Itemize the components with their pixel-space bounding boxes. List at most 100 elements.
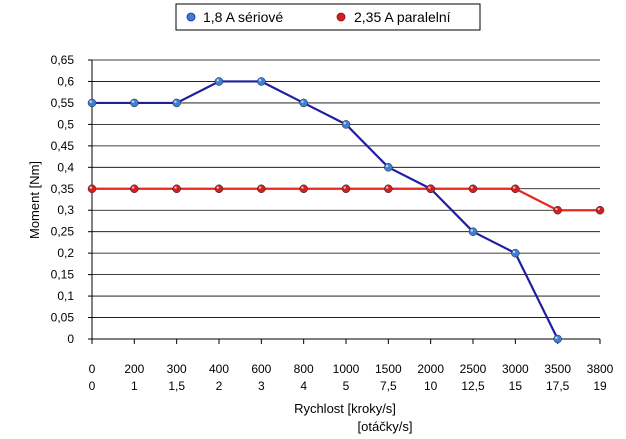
y-tick-label: 0,1 — [57, 289, 74, 303]
series-2-point-highlight — [301, 186, 304, 189]
x-tick-label-revs: 5 — [343, 379, 350, 393]
y-tick-label: 0,35 — [51, 182, 75, 196]
x-tick-label-revs: 1,5 — [168, 379, 185, 393]
x-tick-label-steps: 3000 — [502, 362, 529, 376]
series-2-point — [257, 184, 266, 194]
y-tick-label: 0,05 — [51, 311, 75, 325]
x-tick-labels: 0020013001,54002600380041000515007,52000… — [89, 339, 614, 393]
series-2-point-highlight — [512, 186, 516, 189]
legend: 1,8 A sériové 2,35 A paralelní — [175, 3, 481, 31]
y-tick-label: 0,25 — [51, 225, 75, 239]
series-2-point-highlight — [89, 186, 93, 189]
y-tick-label: 0,6 — [57, 74, 74, 88]
x-tick-label-steps: 800 — [294, 362, 314, 376]
series-1-point — [468, 227, 478, 236]
series-1-point-highlight — [385, 164, 389, 168]
x-tick-label-revs: 15 — [509, 379, 523, 393]
series-1-point — [511, 248, 520, 258]
series-1-point — [299, 98, 308, 108]
series-1-point — [257, 77, 266, 86]
y-tick-label: 0,55 — [51, 96, 75, 110]
x-tick-label-revs: 10 — [424, 379, 438, 393]
x-tick-label-steps: 200 — [124, 362, 144, 376]
x-tick-label-revs: 0 — [89, 379, 96, 393]
series-1-point-highlight — [131, 100, 135, 103]
series-1-point — [553, 334, 562, 344]
series-2-point — [130, 184, 139, 194]
x-axis-title: Rychlost [kroky/s] — [294, 401, 396, 416]
x-tick-label-steps: 600 — [251, 362, 271, 376]
series-2-point — [384, 184, 393, 194]
x-tick-label-steps: 2000 — [417, 362, 444, 376]
x-tick-label-revs: 4 — [300, 379, 307, 393]
y-tick-label: 0,15 — [51, 268, 75, 282]
x-tick-label-revs: 17,5 — [546, 379, 570, 393]
x-tick-label-revs: 7,5 — [380, 379, 397, 393]
series-2-point — [511, 184, 520, 194]
series-1-point-highlight — [512, 250, 516, 254]
series-2-point-highlight — [258, 186, 262, 189]
series-2-point-highlight — [385, 186, 389, 189]
series-1-point-highlight — [343, 121, 346, 125]
series-1-point-highlight — [470, 229, 473, 232]
legend-label-series-1: 1,8 A sériové — [203, 9, 283, 25]
y-tick-label: 0,65 — [51, 53, 75, 67]
y-tick-label: 0,45 — [51, 139, 75, 153]
series-1-point — [341, 120, 351, 129]
legend-marker-series-1 — [186, 12, 196, 22]
x-tick-label-steps: 2500 — [460, 362, 487, 376]
series-1-point-highlight — [301, 100, 304, 103]
series-1-point-highlight — [555, 336, 558, 339]
x-tick-label-revs: 2 — [216, 379, 223, 393]
series-2-point-highlight — [428, 186, 431, 189]
series-2-point — [426, 184, 435, 194]
series-2-point-highlight — [470, 186, 473, 189]
x-tick-label-steps: 400 — [209, 362, 229, 376]
series-2-point — [172, 184, 181, 194]
y-tick-labels: 0 0,05 0,1 0,15 0,2 0,25 0,3 0,35 0,4 0,45 0,5 0,55… — [51, 53, 75, 346]
x-tick-label-steps: 0 — [89, 362, 96, 376]
x-tick-label-revs: 19 — [593, 379, 607, 393]
x-tick-label-revs: 12,5 — [461, 379, 485, 393]
series-1-point — [214, 77, 224, 86]
x-tick-label-steps: 1500 — [375, 362, 402, 376]
series-1-point — [384, 163, 393, 172]
x-tick-label-steps: 1000 — [333, 362, 360, 376]
series-2-point-highlight — [131, 186, 135, 189]
series-2-point-highlight — [555, 207, 558, 211]
y-tick-label: 0,2 — [57, 246, 74, 260]
series-2-point-highlight — [597, 207, 600, 211]
y-tick-label: 0,3 — [57, 203, 74, 217]
series-2-point-highlight — [174, 186, 177, 189]
series-2-point-highlight — [343, 186, 346, 189]
y-tick-label: 0 — [67, 332, 74, 346]
series-1-point — [87, 98, 97, 108]
y-tick-label: 0,5 — [57, 117, 74, 131]
series-2-point — [468, 184, 478, 194]
series-1-point-highlight — [174, 100, 177, 103]
series-2-point — [341, 184, 351, 194]
y-tick-label: 0,4 — [57, 160, 74, 174]
series-1-point-highlight — [89, 100, 93, 103]
legend-label-series-2: 2,35 A paralelní — [354, 9, 451, 25]
series-2-point — [299, 184, 308, 194]
x-axis-title-secondary: [otáčky/s] — [358, 419, 413, 434]
x-tick-label-steps: 3800 — [587, 362, 614, 376]
x-tick-label-revs: 1 — [131, 379, 138, 393]
y-axis-title: Moment [Nm] — [27, 161, 42, 239]
series-1-point-highlight — [258, 79, 262, 82]
legend-marker-series-2 — [336, 12, 346, 22]
series-1-point-highlight — [216, 79, 219, 82]
series-line-1 — [92, 80, 559, 340]
legend-box — [175, 3, 481, 31]
series-2-point — [595, 205, 605, 215]
series-1-point — [130, 98, 139, 108]
series-1-point — [172, 98, 181, 108]
x-tick-label-steps: 3500 — [544, 362, 571, 376]
x-tick-label-revs: 3 — [258, 379, 265, 393]
series-2-point — [214, 184, 224, 194]
series-2-point-highlight — [216, 186, 219, 189]
series-2-point — [87, 184, 97, 194]
series-2-point — [553, 205, 562, 215]
